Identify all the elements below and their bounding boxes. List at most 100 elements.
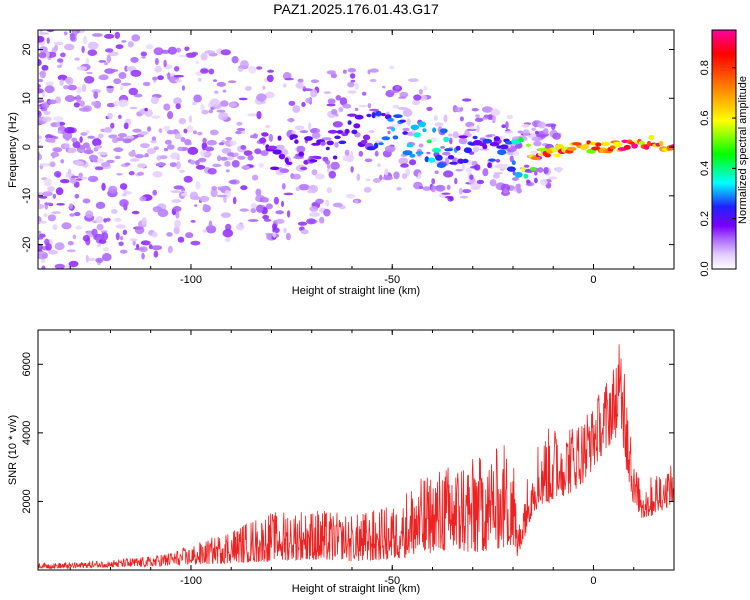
spectrogram-blob (413, 94, 422, 101)
spectrogram-blob (195, 60, 199, 65)
spectrogram-blob (38, 59, 42, 66)
spectrogram-ridge-blob (482, 144, 488, 150)
spectrogram-blob (332, 202, 343, 208)
spectrogram-blob (138, 246, 148, 253)
spectrogram-blob (63, 85, 69, 90)
spectrogram-blob (418, 143, 424, 148)
spectrogram-blob (131, 34, 141, 42)
spectrogram-ridge-blob (258, 137, 267, 144)
spectrogram-blob (256, 93, 267, 102)
spectrogram-blob (100, 230, 108, 233)
spectrogram-blob (462, 189, 472, 194)
spectrogram-blob (504, 130, 514, 134)
spectrogram-blob (132, 239, 136, 246)
spectrogram-blob (521, 123, 530, 128)
spectrogram-blob (342, 155, 351, 162)
snr-frame (37, 329, 675, 571)
y-tick-label: 4000 (21, 421, 33, 445)
snr-y-ticks: 2000 4000 6000 (21, 352, 674, 514)
spectrogram-blob (315, 198, 324, 204)
spectrogram-blob (208, 68, 215, 75)
spectrogram-blob (311, 169, 318, 176)
spectrogram-blob (199, 195, 210, 203)
spectrogram-ridge-blob (254, 148, 262, 155)
spectrogram-blob (39, 32, 49, 35)
spectrogram-blob (533, 120, 537, 128)
spectrogram-blob (458, 137, 468, 145)
spectrogram-blob (275, 218, 285, 224)
spectrogram-blob (489, 179, 497, 187)
spectrogram-blob (315, 173, 325, 180)
spectrogram-blob (222, 229, 234, 238)
colorbar-tick-label: 0.6 (699, 110, 711, 125)
spectrogram-blob (339, 97, 348, 106)
spectrogram-ridge-blob (413, 132, 422, 138)
spectrogram-ridge-blob (252, 133, 258, 139)
spectrogram-blob (153, 250, 159, 258)
spectrogram-blob (323, 208, 331, 217)
spectrogram-blob (154, 57, 159, 66)
spectrogram-ridge-blob (267, 145, 278, 150)
spectrogram-blob (537, 167, 544, 173)
spectrogram-ridge-blob (124, 162, 131, 166)
spectrogram-blob (45, 81, 54, 86)
spectrogram-blob (175, 211, 180, 219)
spectrogram-blob (154, 65, 162, 73)
spectrogram-blob (472, 146, 480, 153)
spectrogram-blob (114, 31, 121, 39)
spectrogram-blob (440, 146, 446, 149)
spectrogram-ridge-blob (82, 142, 90, 149)
spectrogram-blob (174, 66, 180, 72)
spectrogram-blob (350, 79, 356, 83)
spectrogram-blob (60, 52, 66, 58)
spectrogram-ridge-blob (146, 148, 157, 155)
spectrogram-blob (69, 203, 73, 210)
spectrogram-blob (482, 168, 489, 177)
spectrogram-blob (53, 41, 64, 46)
spectrogram-blob (75, 225, 82, 230)
spectrogram-blob (350, 166, 354, 173)
spectrogram-blob (224, 236, 231, 243)
spectrogram-blob (556, 166, 562, 173)
spectrogram-blob (121, 99, 129, 107)
spectrogram-ridge-blob (399, 119, 407, 123)
spectrogram-blob (153, 47, 164, 56)
spectrogram-ridge-blob (455, 145, 461, 151)
spectrogram-ridge-blob (261, 132, 269, 137)
spectrogram-x-label: Height of straight line (km) (292, 285, 420, 297)
spectrogram-ridge-blob (458, 135, 468, 139)
spectrogram-blob (192, 101, 197, 106)
spectrogram-blob (506, 114, 514, 120)
colorbar-gradient (711, 29, 737, 270)
spectrogram-blob (81, 45, 85, 54)
spectrogram-blob (145, 44, 154, 50)
spectrogram-blob (78, 107, 90, 112)
spectrogram-blob (140, 143, 150, 149)
spectrogram-blob (39, 70, 46, 79)
spectrogram-blob (105, 48, 114, 53)
spectrogram-blob (130, 56, 139, 63)
spectrogram-blob (459, 116, 464, 122)
spectrogram-blob (505, 121, 509, 130)
spectrogram-ridge-blob (114, 155, 121, 159)
spectrogram-blob (105, 217, 111, 222)
spectrogram-x-ticks: -100 -50 0 (69, 30, 675, 286)
spectrogram-blob (47, 99, 57, 105)
spectrogram-blob (42, 116, 52, 122)
spectrogram-blob (327, 98, 336, 105)
spectrogram-ridge-blob (646, 140, 652, 147)
spectrogram-blob (389, 65, 395, 70)
spectrogram-blob (213, 79, 217, 82)
spectrogram-ridge-blob (212, 163, 222, 168)
spectrogram-ridge-blob (88, 154, 99, 161)
spectrogram-blob (448, 133, 453, 137)
spectrogram-blob (49, 21, 57, 29)
spectrogram-blob (262, 85, 266, 90)
spectrogram-blob (134, 226, 145, 235)
spectrogram-ridge-blob (193, 130, 197, 135)
spectrogram-blob (79, 100, 85, 107)
spectrogram-ridge-blob (117, 133, 128, 138)
spectrogram-blob (73, 102, 80, 108)
spectrogram-blob (92, 33, 103, 37)
spectrogram-blob (220, 212, 231, 218)
